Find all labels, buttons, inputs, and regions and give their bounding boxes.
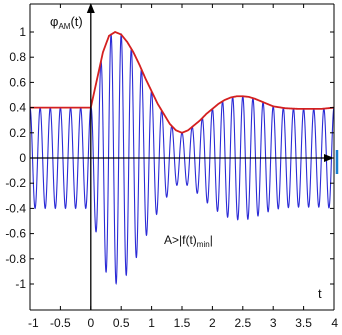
x-tick-label: 4 bbox=[331, 316, 338, 330]
y-tick-label: 0.8 bbox=[9, 50, 26, 64]
x-tick-label: 3 bbox=[270, 316, 277, 330]
y-tick-label: 0 bbox=[19, 151, 26, 165]
annotation-label: A>|f(t)min| bbox=[164, 233, 213, 249]
y-tick-label: -0.4 bbox=[5, 201, 26, 215]
y-tick-label: 0.6 bbox=[9, 75, 26, 89]
x-axis-arrow bbox=[324, 154, 334, 162]
y-tick-label: -0.6 bbox=[5, 227, 26, 241]
envelope-layer bbox=[30, 30, 335, 134]
x-tick-label: 0.5 bbox=[113, 316, 130, 330]
y-tick-label: -0.2 bbox=[5, 176, 26, 190]
x-tick-label: 1 bbox=[148, 316, 155, 330]
x-tick-label: 1.5 bbox=[174, 316, 191, 330]
y-axis-label: φAM(t) bbox=[50, 14, 83, 31]
y-tick-label: -1 bbox=[15, 277, 26, 291]
envelope-line bbox=[30, 30, 335, 134]
x-tick-labels: -1 -0.5 0 0.5 1 1.5 2 2.5 3 3.5 4 bbox=[28, 4, 338, 330]
y-tick-label: 0.4 bbox=[9, 101, 26, 115]
x-axis-label: t bbox=[318, 286, 322, 301]
y-tick-labels: 1 0.8 0.6 0.4 0.2 0 -0.2 -0.4 -0.6 -0.8 -1 bbox=[5, 25, 334, 291]
y-tick-label: 0.2 bbox=[9, 126, 26, 140]
x-tick-label: 0 bbox=[87, 316, 94, 330]
x-tick-label: 2.5 bbox=[234, 316, 251, 330]
y-tick-label: 1 bbox=[19, 25, 26, 39]
x-tick-label: -1 bbox=[28, 316, 39, 330]
x-tick-label: 2 bbox=[209, 316, 216, 330]
x-tick-label: 3.5 bbox=[295, 316, 312, 330]
x-tick-label: -0.5 bbox=[50, 316, 71, 330]
y-tick-label: -0.8 bbox=[5, 252, 26, 266]
